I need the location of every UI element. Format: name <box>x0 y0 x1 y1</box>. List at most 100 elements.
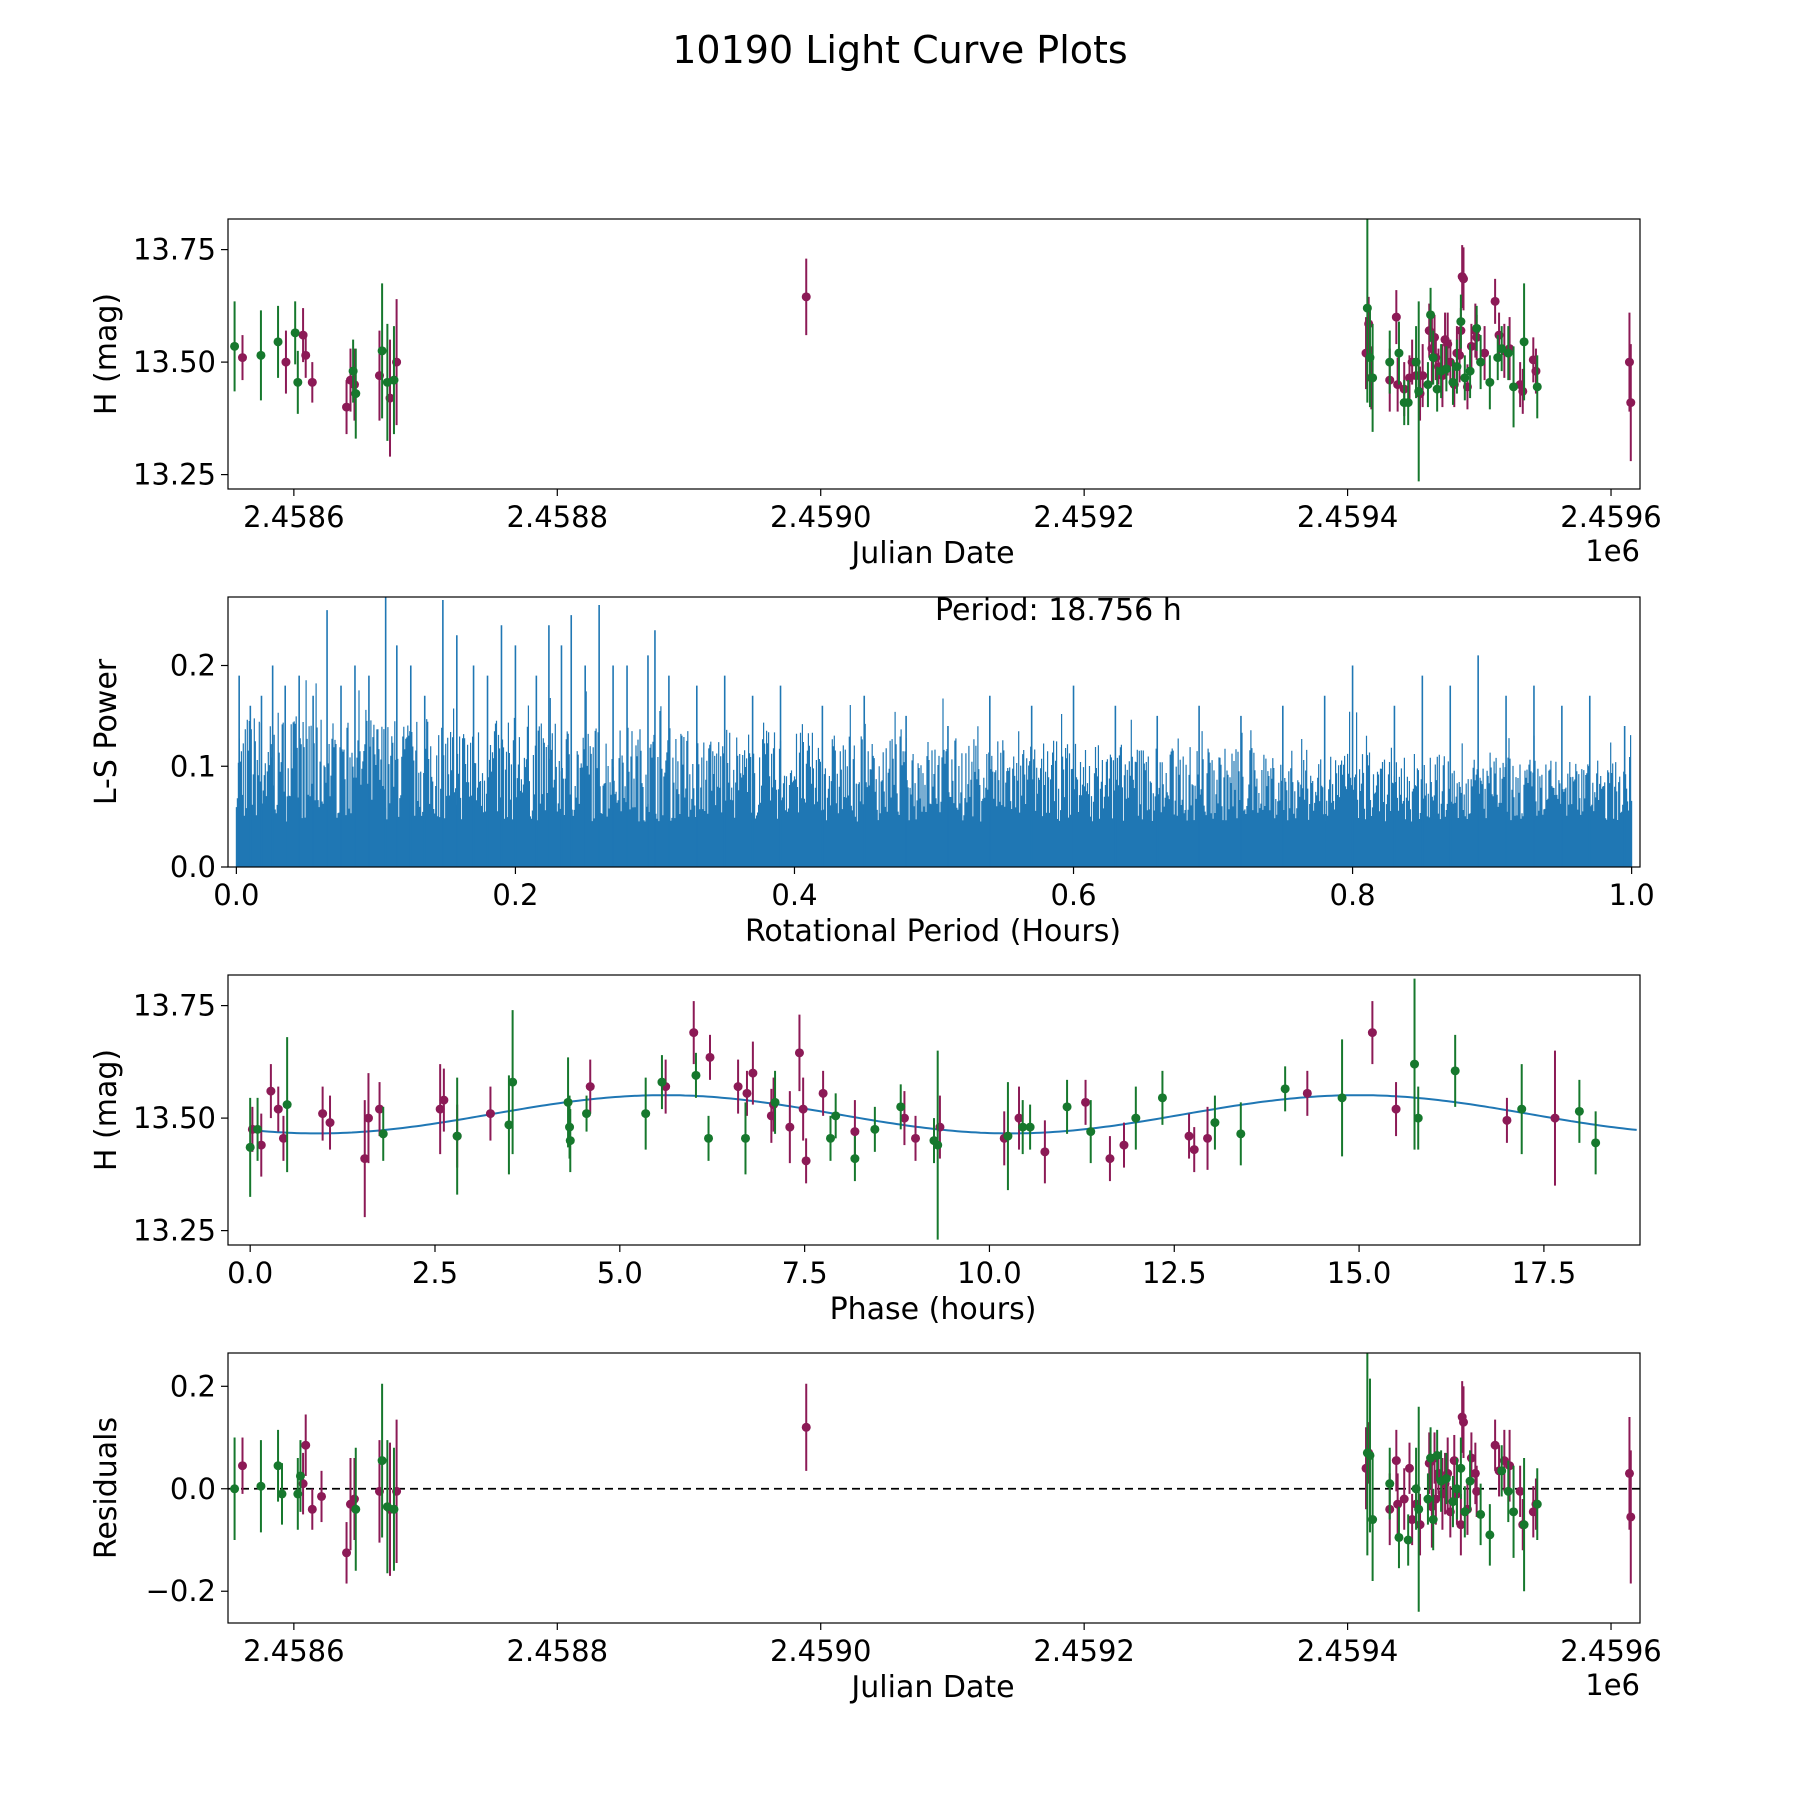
panel-lightcurve: 2.4586 2.4588 2.4590 2.4592 2.4594 2.4596 13.2… <box>89 218 1662 571</box>
data-point <box>831 1111 841 1121</box>
data-point <box>1385 1479 1395 1489</box>
axes-frame <box>227 596 1641 868</box>
data-point <box>1040 1147 1050 1157</box>
y-tick-label: 13.75 <box>133 989 216 1023</box>
data-point <box>1413 1113 1423 1123</box>
axes-frame <box>227 1352 1641 1624</box>
data-point <box>801 292 811 302</box>
data-point <box>1410 1059 1420 1069</box>
data-point <box>245 1142 255 1152</box>
data-point <box>256 1481 266 1491</box>
data-point <box>1459 1417 1468 1427</box>
y-tick-label: 0.0 <box>170 850 216 884</box>
data-point <box>1465 1476 1475 1486</box>
data-point <box>1452 1484 1462 1494</box>
data-point <box>375 1104 385 1114</box>
y-axis-label: L-S Power <box>89 658 124 805</box>
data-point <box>1503 348 1513 358</box>
data-point <box>1459 274 1468 284</box>
y-axis-label: H (mag) <box>89 293 124 415</box>
series-red <box>237 245 1636 462</box>
data-point <box>1515 1486 1525 1496</box>
period-annotation: Period: 18.756 h <box>935 593 1182 628</box>
data-point <box>785 1122 795 1132</box>
data-point <box>351 389 361 399</box>
data-point <box>1367 1028 1377 1038</box>
data-point <box>307 377 317 387</box>
data-point <box>378 1129 388 1139</box>
data-point <box>1393 1499 1403 1509</box>
x-tick-label: 2.4588 <box>507 1634 608 1668</box>
data-point <box>1131 1113 1141 1123</box>
y-tick-label: 13.25 <box>133 458 216 492</box>
x-tick-label: 2.4596 <box>1560 1634 1661 1668</box>
data-point <box>377 346 387 356</box>
data-point <box>742 1088 752 1098</box>
panel-residuals: 2.4586 2.4588 2.4590 2.4592 2.4594 2.4596 −0.2… <box>89 1352 1662 1705</box>
data-point <box>295 1471 305 1481</box>
data-point <box>798 1104 808 1114</box>
data-point <box>1426 310 1436 320</box>
x-axis-label: Rotational Period (Hours) <box>745 914 1121 949</box>
x-tick-label: 2.4596 <box>1560 500 1661 534</box>
data-point <box>899 1113 909 1123</box>
data-point <box>266 1086 276 1096</box>
data-point <box>1470 1468 1480 1478</box>
data-point <box>1432 1450 1442 1460</box>
data-point <box>1105 1154 1115 1164</box>
x-tick-label: 0.4 <box>771 878 817 912</box>
data-point <box>273 1461 283 1471</box>
x-tick-label: 12.5 <box>1142 1256 1207 1290</box>
data-point <box>1480 348 1490 358</box>
data-point <box>281 357 291 367</box>
data-point <box>1018 1122 1028 1132</box>
series-red <box>247 1001 1560 1218</box>
data-point <box>1472 1486 1482 1496</box>
data-point <box>705 1052 715 1062</box>
data-point <box>256 1140 266 1150</box>
y-tick-label: 13.75 <box>133 233 216 267</box>
data-point <box>1210 1118 1220 1128</box>
data-point <box>1519 1520 1529 1530</box>
data-point <box>1531 366 1541 376</box>
data-point <box>1456 1520 1466 1530</box>
data-point <box>689 1028 699 1038</box>
data-point <box>1423 380 1433 390</box>
x-tick-label: 0.0 <box>227 1256 273 1290</box>
x-tick-label: 7.5 <box>782 1256 828 1290</box>
data-point <box>360 1154 370 1164</box>
data-point <box>1025 1122 1035 1132</box>
data-point <box>1550 1113 1560 1123</box>
data-point <box>230 1484 240 1494</box>
y-tick-label: 13.25 <box>133 1214 216 1248</box>
data-point <box>794 1048 804 1058</box>
x-offset-label: 1e6 <box>1585 534 1640 568</box>
data-point <box>657 1077 667 1087</box>
data-point <box>1460 373 1470 383</box>
data-point <box>801 1156 811 1166</box>
data-point <box>1407 1515 1417 1525</box>
data-point <box>1391 1104 1401 1114</box>
data-point <box>818 1088 828 1098</box>
data-point <box>1391 1456 1401 1466</box>
data-point <box>563 1097 573 1107</box>
data-point <box>1203 1133 1213 1143</box>
data-point <box>1624 1468 1634 1478</box>
y-tick-label: 0.1 <box>170 749 216 783</box>
data-point <box>1448 377 1458 387</box>
y-tick-label: 13.50 <box>133 345 216 379</box>
data-point <box>273 1104 283 1114</box>
data-point <box>1428 1515 1438 1525</box>
data-point <box>1509 382 1519 392</box>
data-point <box>1519 337 1529 347</box>
data-point <box>389 1504 399 1514</box>
series-green <box>245 978 1601 1240</box>
data-point <box>1441 1474 1451 1484</box>
data-point <box>1476 1509 1486 1519</box>
x-tick-label: 2.4590 <box>770 500 871 534</box>
figure-title: 10190 Light Curve Plots <box>672 28 1128 72</box>
data-point <box>1456 317 1466 327</box>
data-point <box>1189 1145 1199 1155</box>
data-point <box>1509 1507 1519 1517</box>
data-point <box>1404 1463 1414 1473</box>
